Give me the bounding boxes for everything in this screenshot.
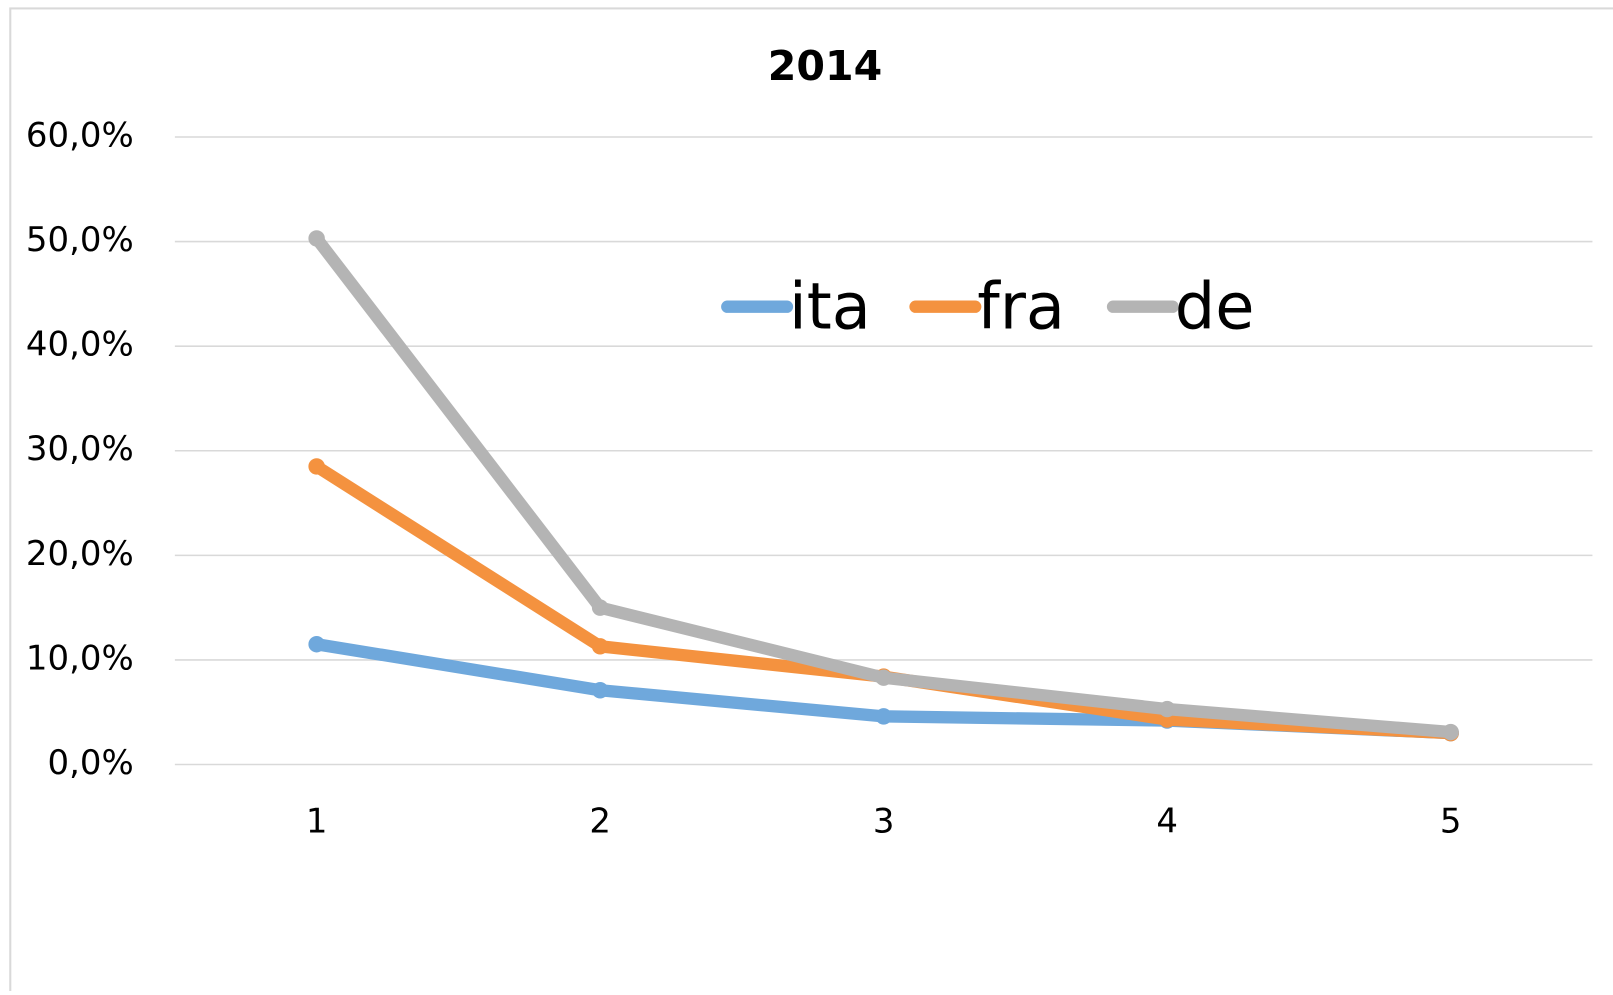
y-tick-label: 10,0% xyxy=(26,638,134,678)
x-tick-label: 5 xyxy=(1440,802,1462,842)
y-tick-label: 50,0% xyxy=(26,220,134,260)
y-tick-label: 60,0% xyxy=(26,115,134,155)
legend-label: de xyxy=(1175,270,1255,344)
y-tick-label: 40,0% xyxy=(26,325,134,365)
chart-frame xyxy=(9,7,1613,995)
data-point xyxy=(1158,700,1176,718)
x-tick-label: 4 xyxy=(1156,802,1178,842)
data-point xyxy=(591,638,609,655)
data-point xyxy=(591,599,609,616)
data-point xyxy=(591,682,609,699)
x-tick-label: 2 xyxy=(589,802,611,842)
chart-title: 2014 xyxy=(768,42,882,90)
data-point xyxy=(875,669,892,686)
y-tick-label: 30,0% xyxy=(26,429,134,469)
data-point xyxy=(1442,723,1459,741)
legend-label: ita xyxy=(789,270,871,344)
data-point xyxy=(308,458,325,475)
x-tick-label: 3 xyxy=(873,802,895,842)
x-tick-label: 1 xyxy=(306,802,328,842)
y-tick-label: 20,0% xyxy=(26,534,134,574)
data-point xyxy=(875,708,892,725)
y-tick-label: 0,0% xyxy=(47,743,133,783)
data-point xyxy=(308,230,325,247)
legend-label: fra xyxy=(977,270,1065,344)
data-point xyxy=(308,636,325,653)
